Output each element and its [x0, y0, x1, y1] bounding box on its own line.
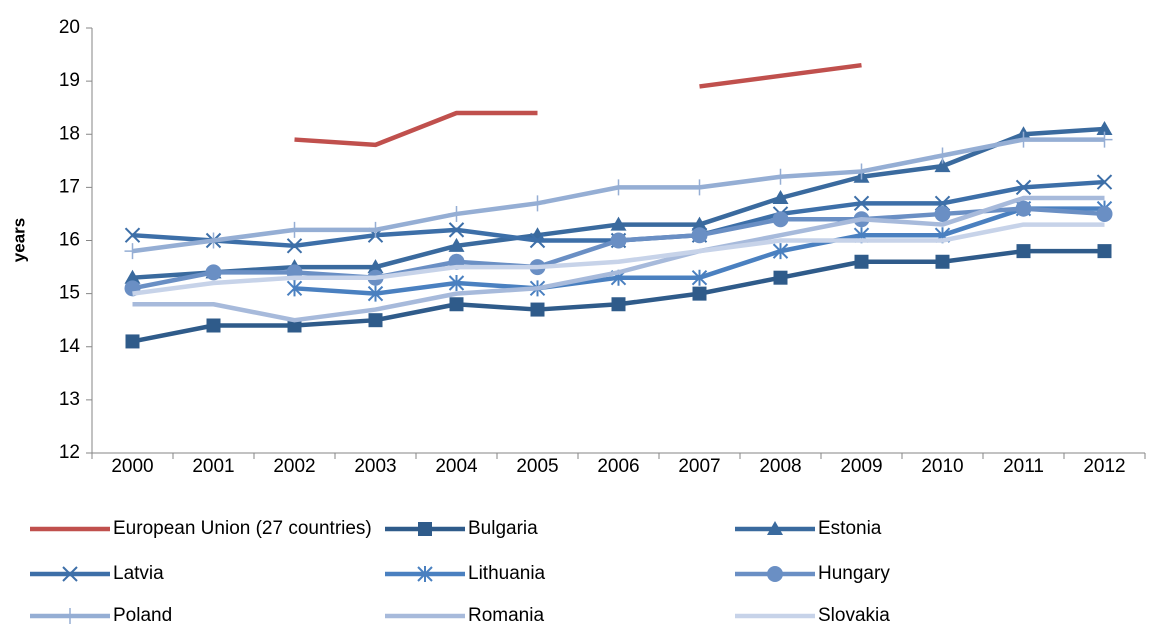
marker-square [449, 297, 464, 312]
marker-triangle [691, 216, 708, 231]
marker-x [529, 232, 546, 249]
marker-plus [367, 221, 384, 238]
marker-x [448, 222, 465, 238]
marker-asterisk [772, 243, 789, 260]
y-tick-label: 14 [59, 336, 81, 357]
x-tick-label: 2005 [516, 456, 558, 477]
y-tick-label: 17 [59, 176, 80, 197]
marker-triangle [767, 521, 783, 535]
marker-square [125, 334, 140, 349]
marker-circle [767, 566, 783, 582]
y-tick-label: 16 [59, 230, 80, 251]
series-line [132, 248, 1105, 344]
y-axis-label: years [9, 218, 28, 262]
marker-square [418, 522, 432, 536]
marker-plus [934, 147, 951, 164]
legend-label: Estonia [818, 518, 882, 539]
x-tick-label: 2009 [840, 456, 882, 477]
x-tick-label: 2003 [354, 456, 396, 477]
marker-asterisk [367, 285, 384, 302]
series-line [294, 62, 862, 148]
x-tick-label: 2000 [111, 456, 153, 477]
marker-plus [691, 179, 708, 196]
marker-triangle [772, 190, 789, 204]
marker-plus [448, 205, 465, 222]
y-tick-label: 18 [59, 123, 80, 144]
legend-label: European Union (27 countries) [113, 518, 372, 539]
legend-label: Bulgaria [468, 518, 538, 539]
marker-square [692, 286, 707, 301]
marker-square [854, 254, 869, 269]
marker-square [1097, 244, 1112, 259]
marker-square [368, 313, 383, 328]
marker-plus [772, 168, 789, 185]
marker-circle [691, 227, 708, 244]
marker-triangle [367, 259, 384, 274]
marker-square [1016, 244, 1031, 259]
marker-plus [1096, 131, 1113, 148]
x-tick-label: 2011 [1003, 456, 1044, 477]
marker-triangle [610, 216, 627, 231]
y-tick-label: 12 [59, 442, 80, 463]
marker-x [1096, 174, 1113, 190]
marker-triangle [1096, 120, 1113, 135]
y-tick-label: 15 [59, 283, 80, 304]
marker-plus [853, 163, 870, 180]
marker-circle [934, 205, 951, 222]
marker-x [62, 566, 78, 582]
marker-asterisk [286, 280, 303, 297]
marker-triangle [124, 269, 141, 284]
marker-square [773, 270, 788, 285]
marker-x [853, 195, 870, 212]
legend-label: Lithuania [468, 563, 546, 584]
marker-circle [610, 232, 627, 249]
marker-square [611, 297, 626, 312]
marker-plus [124, 243, 141, 260]
marker-plus [1015, 131, 1032, 148]
marker-square [530, 302, 545, 317]
marker-plus [286, 221, 303, 238]
y-tick-label: 20 [59, 17, 80, 38]
series-line [132, 195, 1105, 323]
legend-label: Romania [468, 605, 544, 626]
marker-x [1015, 179, 1032, 196]
marker-square [287, 318, 302, 333]
marker-x [124, 227, 141, 243]
marker-circle [1096, 205, 1113, 222]
marker-asterisk [691, 269, 708, 286]
legend-label: Hungary [818, 563, 890, 584]
marker-triangle [448, 237, 465, 252]
marker-plus [205, 232, 222, 249]
x-tick-label: 2002 [273, 456, 315, 477]
legend-label: Slovakia [818, 605, 890, 626]
marker-x [286, 238, 303, 254]
x-tick-label: 2007 [678, 456, 720, 477]
marker-plus [62, 608, 78, 624]
marker-triangle [934, 158, 951, 173]
marker-square [206, 318, 221, 333]
x-tick-label: 2012 [1083, 456, 1125, 477]
marker-circle [1015, 200, 1032, 217]
x-tick-label: 2010 [921, 456, 963, 477]
marker-square [935, 254, 950, 269]
marker-plus [610, 179, 627, 196]
legend-label: Latvia [113, 563, 164, 584]
x-tick-label: 2001 [192, 456, 234, 477]
series-line [132, 222, 1105, 296]
marker-circle [205, 264, 222, 281]
y-tick-label: 13 [59, 389, 80, 410]
y-tick-label: 19 [59, 70, 80, 91]
legend-label: Poland [113, 605, 172, 626]
marker-plus [529, 195, 546, 212]
marker-circle [772, 211, 789, 228]
marker-asterisk [417, 566, 433, 582]
marker-asterisk [448, 275, 465, 291]
x-tick-label: 2006 [597, 456, 639, 477]
x-tick-label: 2004 [435, 456, 478, 477]
x-tick-label: 2008 [759, 456, 801, 477]
